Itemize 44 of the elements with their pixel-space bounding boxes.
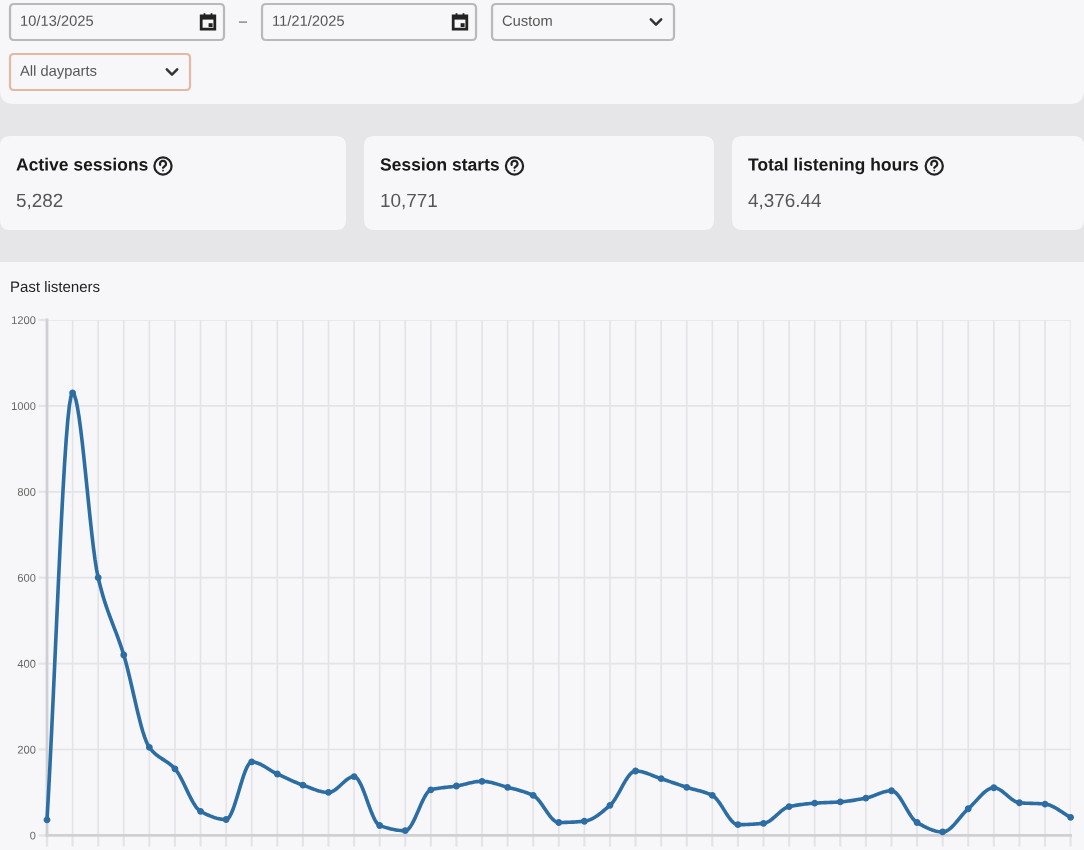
point [964, 805, 972, 813]
point [580, 817, 588, 825]
point [171, 765, 179, 773]
point [69, 389, 76, 397]
point [273, 770, 281, 778]
point [683, 783, 691, 791]
point [1016, 799, 1023, 807]
point [785, 803, 793, 811]
point [299, 781, 307, 789]
point [401, 827, 409, 835]
point [350, 773, 358, 780]
point [939, 828, 947, 836]
point [913, 819, 921, 826]
point [376, 822, 384, 829]
point [197, 807, 204, 815]
point [990, 784, 998, 792]
point [888, 787, 895, 795]
point [120, 651, 128, 659]
point [1067, 813, 1074, 821]
text: 4,376.44 [748, 193, 821, 210]
text: 5,282 [16, 193, 63, 210]
point [657, 775, 665, 783]
point [478, 777, 486, 785]
point [248, 758, 256, 766]
point [836, 798, 844, 806]
point [325, 789, 332, 796]
point [760, 819, 767, 827]
point [453, 782, 460, 790]
text: Active sessions [16, 157, 148, 171]
text: Total listening hours [748, 157, 919, 175]
point [811, 799, 819, 807]
point [555, 819, 563, 826]
point [734, 821, 742, 829]
point [504, 783, 512, 791]
point [427, 786, 435, 794]
point [632, 767, 639, 775]
point [708, 792, 716, 799]
text: 10,771 [381, 193, 437, 210]
text: Session starts [380, 157, 499, 171]
point [606, 801, 614, 809]
point [94, 574, 102, 582]
point [529, 792, 537, 799]
point [222, 816, 230, 823]
point [145, 743, 153, 751]
